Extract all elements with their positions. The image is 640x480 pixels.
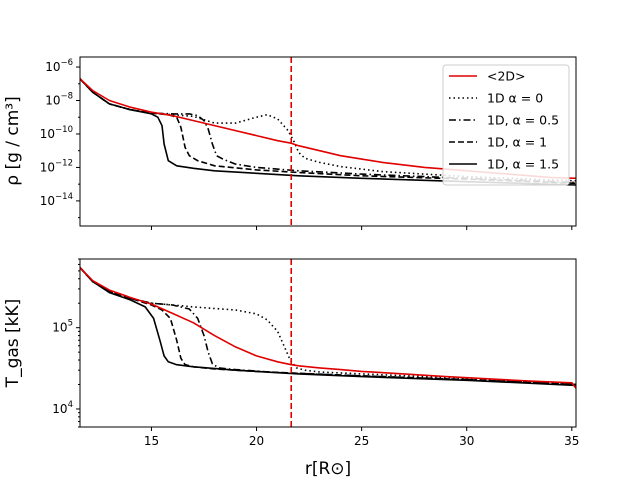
- legend-label-1d-0-5: 1D, α = 0.5: [487, 113, 559, 128]
- temperature-series-1d-0-5: [80, 266, 576, 386]
- temperature-panel: 105 104 15 20 25 30 35 T_gas [kK]: [3, 258, 579, 448]
- x-tick-label-35: 35: [564, 434, 579, 448]
- x-tick-label-30: 30: [459, 434, 474, 448]
- density-y-axis-label: ρ [g / cm³]: [3, 96, 23, 186]
- x-tick-label-20: 20: [249, 434, 264, 448]
- density-x-tick-marks: [150, 226, 573, 230]
- density-y-tick-label-m6: 10−6: [45, 58, 73, 74]
- temperature-series-2d: [80, 266, 576, 389]
- density-axes-frame: [79, 56, 577, 227]
- temperature-axes-frame: [79, 258, 577, 428]
- temperature-series-1d-1: [80, 266, 576, 386]
- legend-label-1d-0: 1D α = 0: [487, 91, 543, 106]
- density-y-tick-label-m12: 10−12: [40, 158, 73, 174]
- temperature-y-axis-label: T_gas [kK]: [3, 299, 23, 389]
- density-y-ticks: 10−6 10−8 10−10 10−12 10−14: [40, 58, 80, 219]
- legend-box: [442, 64, 570, 186]
- x-tick-label-25: 25: [354, 434, 369, 448]
- temperature-y-tick-label-4: 104: [52, 400, 73, 416]
- x-axis-ticks: 15 20 25 30 35: [144, 427, 579, 448]
- x-tick-label-15: 15: [144, 434, 159, 448]
- legend-label-1d-1: 1D, α = 1: [487, 135, 547, 150]
- x-axis-label: r[R⊙]: [305, 459, 351, 479]
- legend-label-2d: <2D>: [487, 69, 526, 84]
- temperature-series-1d-1-5: [80, 266, 576, 387]
- legend-label-1d-1-5: 1D, α = 1.5: [487, 157, 559, 172]
- density-series-1d-1-5: [80, 78, 576, 186]
- density-y-tick-label-m14: 10−14: [40, 192, 73, 208]
- density-y-tick-label-m10: 10−10: [40, 125, 73, 141]
- temperature-series-group: [80, 266, 576, 389]
- temperature-y-tick-label-5: 105: [52, 319, 73, 335]
- density-series-1d-1: [80, 78, 576, 185]
- temperature-series-1d-0: [80, 266, 576, 386]
- temperature-y-ticks: 105 104: [52, 258, 80, 428]
- legend: <2D> 1D α = 0 1D, α = 0.5 1D, α = 1 1D, α = …: [442, 64, 570, 186]
- density-y-tick-label-m8: 10−8: [45, 92, 73, 108]
